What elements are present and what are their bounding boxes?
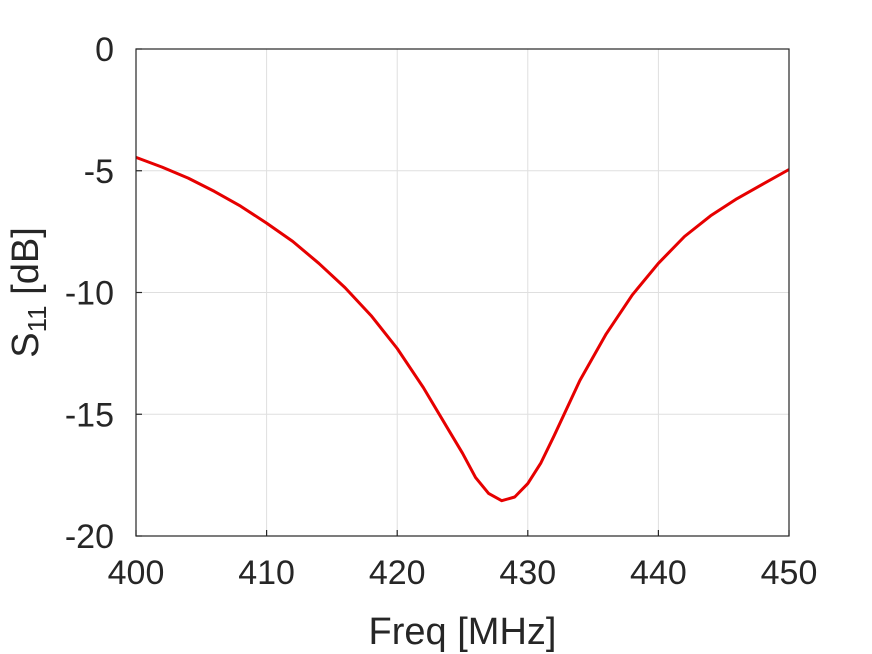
y-tick-label: -5 [84, 153, 114, 191]
plot-area-border [135, 48, 790, 537]
x-tick-label: 440 [630, 554, 687, 592]
grid [135, 48, 790, 537]
y-tick-labels: 0 -5 -10 -15 -20 [65, 31, 114, 556]
y-tick-label: -15 [65, 396, 114, 434]
y-axis-label: S11 [dB] [5, 227, 52, 358]
y-axis-label-subscript: 11 [22, 305, 52, 332]
x-axis-label: Freq [MHz] [369, 611, 557, 653]
y-tick-label: -20 [65, 518, 114, 556]
y-axis-label-unit: [dB] [5, 227, 47, 305]
x-tick-label: 450 [761, 554, 818, 592]
x-tick-label: 400 [108, 554, 165, 592]
x-tick-label: 410 [238, 554, 295, 592]
y-tick-label: 0 [95, 31, 114, 69]
series-line-s11 [135, 155, 790, 503]
x-tick-labels: 400 410 420 430 440 450 [108, 554, 818, 592]
series-layer [135, 155, 790, 503]
y-axis-label-base: S [5, 332, 47, 357]
y-tick-label: -10 [65, 275, 114, 313]
x-tick-label: 430 [499, 554, 556, 592]
x-tick-label: 420 [369, 554, 426, 592]
